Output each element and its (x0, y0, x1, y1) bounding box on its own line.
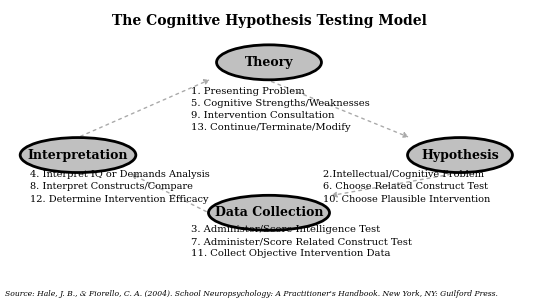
Ellipse shape (208, 195, 329, 230)
Text: Data Collection: Data Collection (215, 206, 323, 219)
Ellipse shape (408, 137, 512, 172)
Text: Interpretation: Interpretation (28, 149, 128, 161)
Text: 2.Intellectual/Cognitive Problem: 2.Intellectual/Cognitive Problem (323, 170, 484, 179)
Text: 12. Determine Intervention Efficacy: 12. Determine Intervention Efficacy (30, 195, 208, 204)
Text: 13. Continue/Terminate/Modify: 13. Continue/Terminate/Modify (191, 123, 351, 132)
Text: Hypothesis: Hypothesis (421, 149, 499, 161)
Text: 10. Choose Plausible Intervention: 10. Choose Plausible Intervention (323, 195, 490, 204)
Text: 3. Administer/Score Intelligence Test: 3. Administer/Score Intelligence Test (191, 225, 380, 234)
Text: The Cognitive Hypothesis Testing Model: The Cognitive Hypothesis Testing Model (111, 14, 427, 28)
Text: 7. Administer/Score Related Construct Test: 7. Administer/Score Related Construct Te… (191, 237, 412, 246)
Ellipse shape (20, 137, 136, 172)
Ellipse shape (216, 45, 321, 80)
Text: 5. Cognitive Strengths/Weaknesses: 5. Cognitive Strengths/Weaknesses (191, 99, 370, 108)
Text: Source: Hale, J. B., & Fiorello, C. A. (2004). School Neuropsychology: A Practit: Source: Hale, J. B., & Fiorello, C. A. (… (5, 290, 498, 298)
Text: 9. Intervention Consultation: 9. Intervention Consultation (191, 111, 335, 120)
Text: 6. Choose Related Construct Test: 6. Choose Related Construct Test (323, 182, 488, 192)
Text: 8. Interpret Constructs/Compare: 8. Interpret Constructs/Compare (30, 182, 193, 192)
Text: 4. Interpret IQ or Demands Analysis: 4. Interpret IQ or Demands Analysis (30, 170, 209, 179)
Text: Theory: Theory (245, 56, 293, 69)
Text: 1. Presenting Problem: 1. Presenting Problem (191, 87, 305, 96)
Text: 11. Collect Objective Intervention Data: 11. Collect Objective Intervention Data (191, 249, 391, 258)
